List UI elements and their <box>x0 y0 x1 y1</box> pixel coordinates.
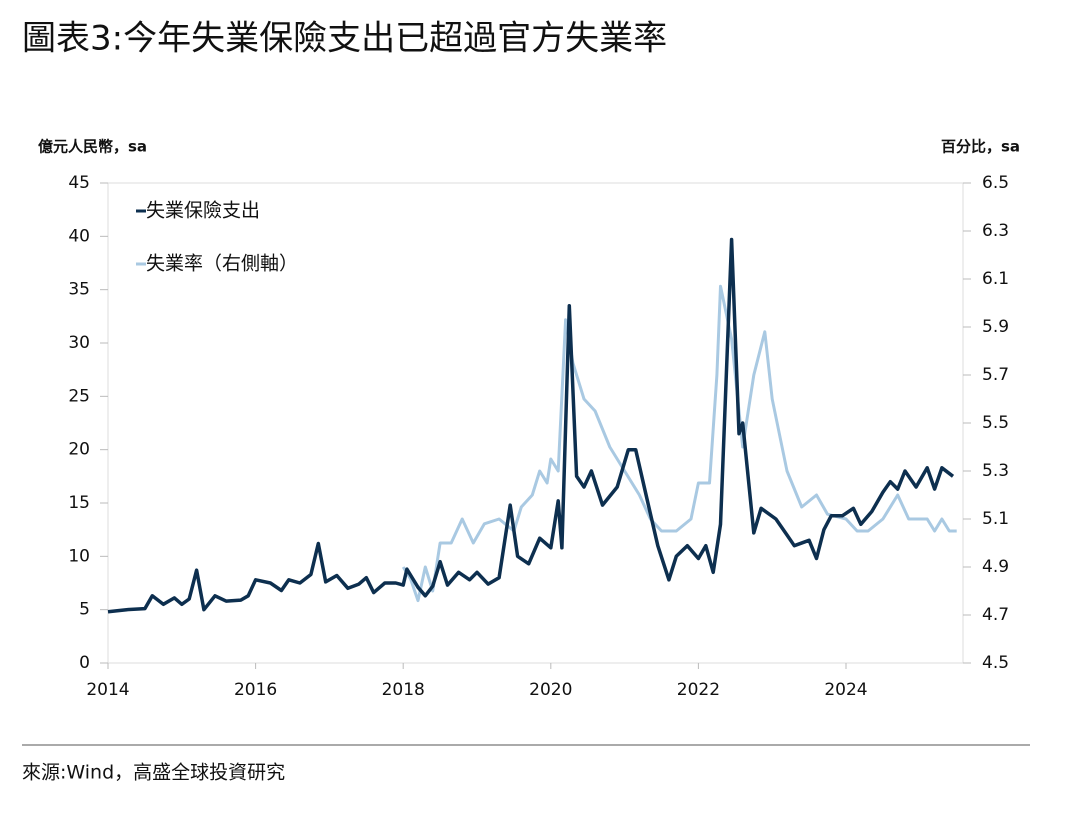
y-tick-label: 10 <box>68 546 90 566</box>
y-tick-label: 25 <box>68 386 90 406</box>
y-tick-label: 35 <box>68 280 90 300</box>
y-tick-label: 40 <box>68 226 90 246</box>
y2-tick-label: 5.1 <box>982 509 1009 529</box>
x-tick-label: 2018 <box>382 680 425 700</box>
chart-title: 圖表3:今年失業保險支出已超過官方失業率 <box>22 19 667 59</box>
legend-label: 失業率（右側軸） <box>146 253 298 275</box>
legend-label: 失業保險支出 <box>146 200 260 222</box>
x-tick-label: 2020 <box>529 680 572 700</box>
source-note: 來源:Wind，高盛全球投資研究 <box>22 762 285 784</box>
y-tick-label: 15 <box>68 493 90 513</box>
y-tick-label: 0 <box>79 653 90 673</box>
series-line <box>401 284 957 603</box>
y2-tick-label: 6.1 <box>982 269 1009 289</box>
y2-tick-label: 6.5 <box>982 173 1009 193</box>
x-tick-label: 2014 <box>86 680 129 700</box>
series-line <box>107 237 955 614</box>
y2-tick-label: 4.7 <box>982 605 1009 625</box>
x-tick-label: 2022 <box>677 680 720 700</box>
y2-tick-label: 5.3 <box>982 461 1009 481</box>
y2-axis-label: 百分比，sa <box>941 138 1020 156</box>
y-tick-label: 5 <box>79 600 90 620</box>
y2-tick-label: 5.5 <box>982 413 1009 433</box>
y2-tick-label: 5.9 <box>982 317 1009 337</box>
y-tick-label: 45 <box>68 173 90 193</box>
y2-tick-label: 4.5 <box>982 653 1009 673</box>
x-tick-label: 2016 <box>234 680 277 700</box>
y2-tick-label: 6.3 <box>982 221 1009 241</box>
y2-tick-label: 4.9 <box>982 557 1009 577</box>
y-tick-label: 30 <box>68 333 90 353</box>
y-tick-label: 20 <box>68 440 90 460</box>
y2-tick-label: 5.7 <box>982 365 1009 385</box>
y-axis-label: 億元人民幣，sa <box>38 138 147 156</box>
x-tick-label: 2024 <box>824 680 867 700</box>
